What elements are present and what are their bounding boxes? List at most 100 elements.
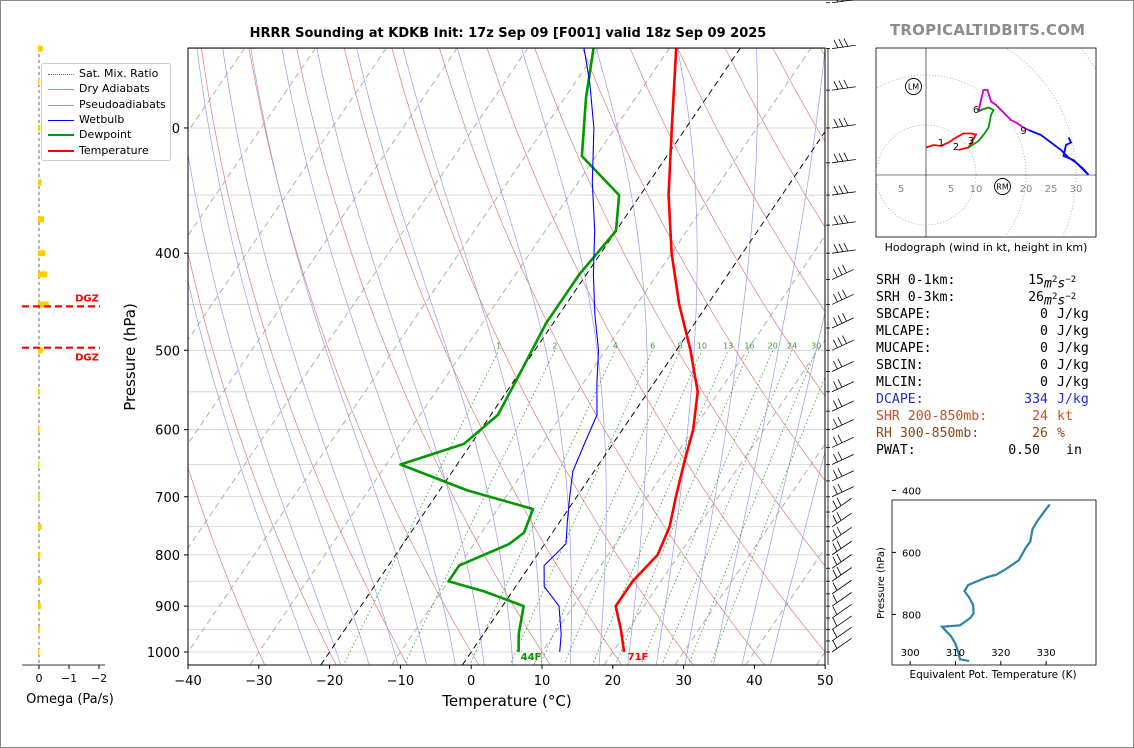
- wind-barb-shaft: [831, 526, 852, 542]
- pseudoadiabat: [684, 48, 758, 665]
- skewt-axes: 44F71F−40−30−20−100102030405010020030040…: [121, 47, 833, 710]
- omega-tick-label: −2: [91, 672, 107, 685]
- x-axis-label: Temperature (°C): [441, 692, 571, 710]
- wind-barb-shaft: [831, 159, 856, 164]
- profile-temperature: [614, 48, 699, 653]
- wind-barb-flag: [838, 153, 844, 162]
- wind-barb-flag: [837, 291, 843, 300]
- pseudoadiabat: [595, 48, 648, 665]
- omega-bar: [38, 461, 40, 468]
- mixing-ratio-line: [539, 350, 681, 665]
- hodograph-segment: [968, 106, 995, 149]
- stat-mucape: MUCAPE: 0 J/kg: [876, 341, 1089, 356]
- hodograph-height-label: 6: [973, 105, 979, 116]
- wind-barb-flag: [833, 436, 838, 446]
- thetae-frame: [891, 499, 1097, 666]
- pseudoadiabat: [770, 450, 825, 665]
- chart-title: HRRR Sounding at KDKB Init: 17z Sep 09 […: [249, 26, 767, 41]
- pseudoadiabat: [250, 48, 427, 665]
- wind-barb-flag: [838, 215, 844, 224]
- wind-barb-shaft: [831, 436, 854, 448]
- wind-barb-shaft: [831, 317, 854, 329]
- mixing-ratio-label: 20: [768, 341, 778, 350]
- wind-barb-flag: [836, 526, 842, 535]
- y-tick-label: 500: [155, 344, 180, 359]
- surface-temperature-label: 71F: [628, 652, 649, 663]
- dry-adiabat: [772, 48, 825, 143]
- skewt-profiles: [399, 48, 699, 653]
- stat-shear-200-850: SHR 200-850mb: 24 kt: [876, 409, 1073, 424]
- wind-barb-shaft: [831, 579, 852, 595]
- pseudoadiabat: [316, 48, 485, 665]
- wind-barb-flag: [833, 486, 838, 495]
- omega-tick-label: 0: [36, 672, 43, 685]
- pseudoadiabat: [521, 48, 607, 665]
- x-tick-label: 10: [534, 674, 551, 689]
- mixing-ratio-label: 2: [552, 341, 557, 350]
- wind-barb-flag: [838, 243, 844, 252]
- stat-mlcape: MLCAPE: 0 J/kg: [876, 324, 1089, 339]
- omega-bar: [38, 124, 41, 131]
- omega-bar: [38, 603, 41, 610]
- skewt-axes-frame: [187, 47, 826, 666]
- wind-barb-shaft: [831, 44, 856, 50]
- wind-barb-flag: [837, 468, 843, 477]
- stat-sbcin: SBCIN: 0 J/kg: [876, 358, 1089, 373]
- wind-barb-shaft: [831, 603, 852, 619]
- profile-dewpoint: [399, 48, 621, 653]
- pseudoadiabat: [456, 48, 572, 665]
- mixing-ratio-line: [403, 350, 556, 665]
- mixing-ratio-label: 8: [678, 341, 683, 350]
- storm-motion-label: LM: [908, 83, 919, 92]
- dry-adiabat: [188, 466, 266, 665]
- omega-bar: [38, 45, 43, 52]
- wind-barb-shaft: [831, 86, 856, 91]
- wind-barb-flag: [833, 360, 838, 370]
- wind-barb-flag: [838, 38, 844, 48]
- wind-barb-flag: [837, 315, 843, 324]
- dry-adiabat: [343, 48, 623, 665]
- stat-srh-0-3km: SRH 0-3km: 26 m2s−2: [876, 290, 1077, 309]
- hodograph-tick-label: 10: [970, 184, 983, 195]
- wind-barb-shaft: [831, 453, 854, 465]
- stat-sbcape: SBCAPE: 0 J/kg: [876, 307, 1089, 322]
- wind-barb-flag: [832, 569, 838, 579]
- x-tick-label: 20: [605, 674, 622, 689]
- pseudoadiabat: [222, 48, 399, 665]
- omega-axis-label: Omega (Pa/s): [26, 692, 114, 707]
- wind-barb-flag: [843, 214, 849, 224]
- wind-barb-shaft: [831, 381, 854, 393]
- surface-dewpoint-label: 44F: [521, 652, 542, 663]
- wind-barb-flag: [832, 640, 838, 649]
- omega-bar: [38, 301, 49, 308]
- wind-barb-flag: [833, 470, 838, 479]
- omega-bar: [38, 271, 47, 278]
- sounding-parameters: SRH 0-1km: 15 m2s−2 SRH 0-3km: 26 m2s−2 …: [876, 272, 1096, 459]
- hodograph-height-label: 3: [968, 136, 974, 147]
- wind-barb-shaft: [831, 221, 856, 226]
- x-tick-label: −10: [387, 674, 414, 689]
- mixing-ratio-line: [615, 350, 750, 665]
- wind-barb-flag: [833, 339, 838, 348]
- thetae-profile: [939, 503, 1051, 662]
- x-tick-label: −40: [174, 674, 201, 689]
- wind-barb-flag: [843, 79, 849, 89]
- mixing-ratio-line: [687, 350, 817, 665]
- y-tick-label: 800: [155, 549, 180, 564]
- storm-motion-marker: [994, 178, 1011, 195]
- wind-barb-shaft: [831, 361, 854, 372]
- wind-barb-flag: [837, 416, 843, 426]
- thetae-panel: 300 310 320 330 400 600 800 Equivalent Pot. Tem…: [876, 486, 1097, 681]
- pseudoadiabat: [713, 48, 825, 665]
- wind-barbs: [826, 0, 856, 665]
- wind-barb-flag: [833, 418, 838, 428]
- wind-barb-flag: [843, 38, 849, 47]
- y-tick-label: 600: [155, 424, 180, 439]
- wind-barb-flag: [836, 540, 842, 549]
- mixing-ratio-label: 24: [787, 341, 797, 350]
- omega-bar: [38, 388, 40, 395]
- wind-barb-flag: [832, 582, 838, 591]
- omega-bar: [38, 578, 42, 585]
- stat-mlcin: MLCIN: 0 J/kg: [876, 375, 1089, 390]
